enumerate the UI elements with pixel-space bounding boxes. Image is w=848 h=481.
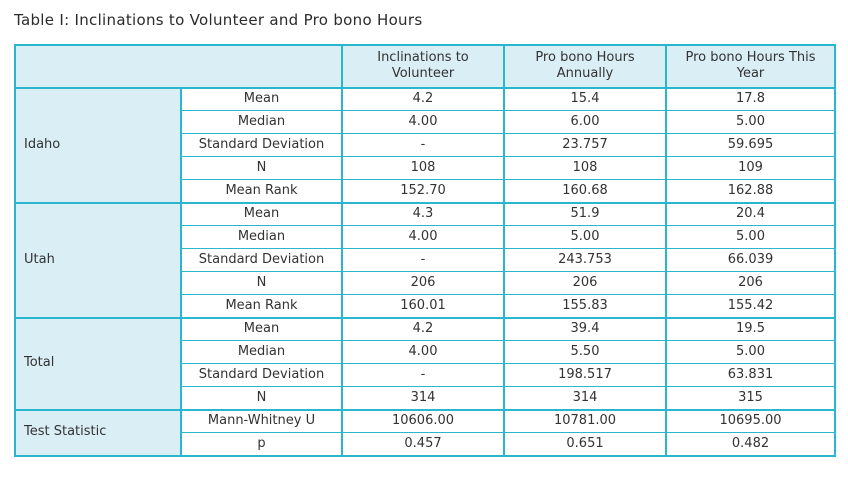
stat-label-cell: N	[180, 386, 343, 410]
value-cell: 4.00	[341, 225, 505, 249]
value-cell: 206	[503, 271, 667, 295]
value-cell: 4.2	[341, 86, 505, 111]
value-cell: 4.2	[341, 316, 505, 341]
value-cell: 155.42	[665, 294, 836, 318]
value-cell: 19.5	[665, 316, 836, 341]
value-cell: 0.651	[503, 432, 667, 456]
table-row: Idaho Mean 4.2 15.4 17.8	[14, 86, 836, 203]
value-cell: 23.757	[503, 133, 667, 157]
table-row: Utah Mean 4.3 51.9 20.4	[14, 201, 836, 318]
region-cell-total: Total	[14, 316, 182, 410]
value-cell: 17.8	[665, 86, 836, 111]
value-cell: 108	[341, 156, 505, 180]
value-cell: 4.00	[341, 110, 505, 134]
value-cell: 51.9	[503, 201, 667, 226]
region-cell-utah: Utah	[14, 201, 182, 318]
value-cell: 10695.00	[665, 408, 836, 433]
value-cell: 0.482	[665, 432, 836, 456]
table-row: Test Statistic Mann-Whitney U 10606.00 1…	[14, 408, 836, 456]
page: Table I: Inclinations to Volunteer and P…	[14, 11, 836, 457]
value-cell: 5.00	[503, 225, 667, 249]
table-row: Median 4.00 5.00 5.00	[15, 225, 836, 249]
stat-label-cell: Mean	[180, 201, 343, 226]
col-header-inclinations: Inclinations to Volunteer	[341, 44, 505, 89]
value-cell: -	[341, 133, 505, 157]
value-cell: 155.83	[503, 294, 667, 318]
value-cell: 39.4	[503, 316, 667, 341]
value-cell: 160.01	[341, 294, 505, 318]
header-row: Inclinations to Volunteer Pro bono Hours…	[14, 44, 836, 89]
value-cell: 152.70	[341, 179, 505, 203]
value-cell: 243.753	[503, 248, 667, 272]
stat-label-cell: Mean Rank	[180, 294, 343, 318]
value-cell: 5.00	[665, 340, 836, 364]
value-cell: 198.517	[503, 363, 667, 387]
value-cell: 66.039	[665, 248, 836, 272]
value-cell: -	[341, 363, 505, 387]
value-cell: 10781.00	[503, 408, 667, 433]
table-row: Median 4.00 6.00 5.00	[15, 110, 836, 134]
table-row: Standard Deviation - 198.517 63.831	[15, 363, 836, 387]
value-cell: 15.4	[503, 86, 667, 111]
stat-label-cell: N	[180, 156, 343, 180]
value-cell: 0.457	[341, 432, 505, 456]
col-header-this-year: Pro bono Hours This Year	[665, 44, 836, 89]
value-cell: 109	[665, 156, 836, 180]
region-cell-test-statistic: Test Statistic	[14, 408, 182, 456]
value-cell: 206	[341, 271, 505, 295]
stat-label-cell: Median	[180, 340, 343, 364]
table-row: Total Mean 4.2 39.4 19.5	[14, 316, 836, 410]
corner-cell	[14, 44, 343, 89]
value-cell: 5.00	[665, 110, 836, 134]
stat-label-cell: Mean	[180, 86, 343, 111]
stat-label-cell: Mean Rank	[180, 179, 343, 203]
table-row: N 108 108 109	[15, 156, 836, 180]
table-row: p 0.457 0.651 0.482	[15, 432, 836, 456]
table-row: Standard Deviation - 23.757 59.695	[15, 133, 836, 157]
stat-label-cell: p	[180, 432, 343, 456]
stat-label-cell: Standard Deviation	[180, 133, 343, 157]
stat-label-cell: Mean	[180, 316, 343, 341]
value-cell: 4.3	[341, 201, 505, 226]
value-cell: 314	[341, 386, 505, 410]
stat-label-cell: Median	[180, 225, 343, 249]
value-cell: 5.50	[503, 340, 667, 364]
value-cell: 10606.00	[341, 408, 505, 433]
value-cell: 5.00	[665, 225, 836, 249]
value-cell: 4.00	[341, 340, 505, 364]
value-cell: 6.00	[503, 110, 667, 134]
stat-label-cell: Standard Deviation	[180, 363, 343, 387]
value-cell: 59.695	[665, 133, 836, 157]
stats-table: Inclinations to Volunteer Pro bono Hours…	[14, 44, 836, 457]
value-cell: 162.88	[665, 179, 836, 203]
value-cell: 314	[503, 386, 667, 410]
value-cell: 315	[665, 386, 836, 410]
value-cell: 20.4	[665, 201, 836, 226]
region-cell-idaho: Idaho	[14, 86, 182, 203]
value-cell: 206	[665, 271, 836, 295]
stat-label-cell: N	[180, 271, 343, 295]
value-cell: 63.831	[665, 363, 836, 387]
col-header-annually: Pro bono Hours Annually	[503, 44, 667, 89]
stat-label-cell: Median	[180, 110, 343, 134]
value-cell: 160.68	[503, 179, 667, 203]
value-cell: -	[341, 248, 505, 272]
table-caption: Table I: Inclinations to Volunteer and P…	[14, 11, 423, 29]
stat-label-cell: Mann-Whitney U	[180, 408, 343, 433]
table-row: Standard Deviation - 243.753 66.039	[15, 248, 836, 272]
stat-label-cell: Standard Deviation	[180, 248, 343, 272]
value-cell: 108	[503, 156, 667, 180]
